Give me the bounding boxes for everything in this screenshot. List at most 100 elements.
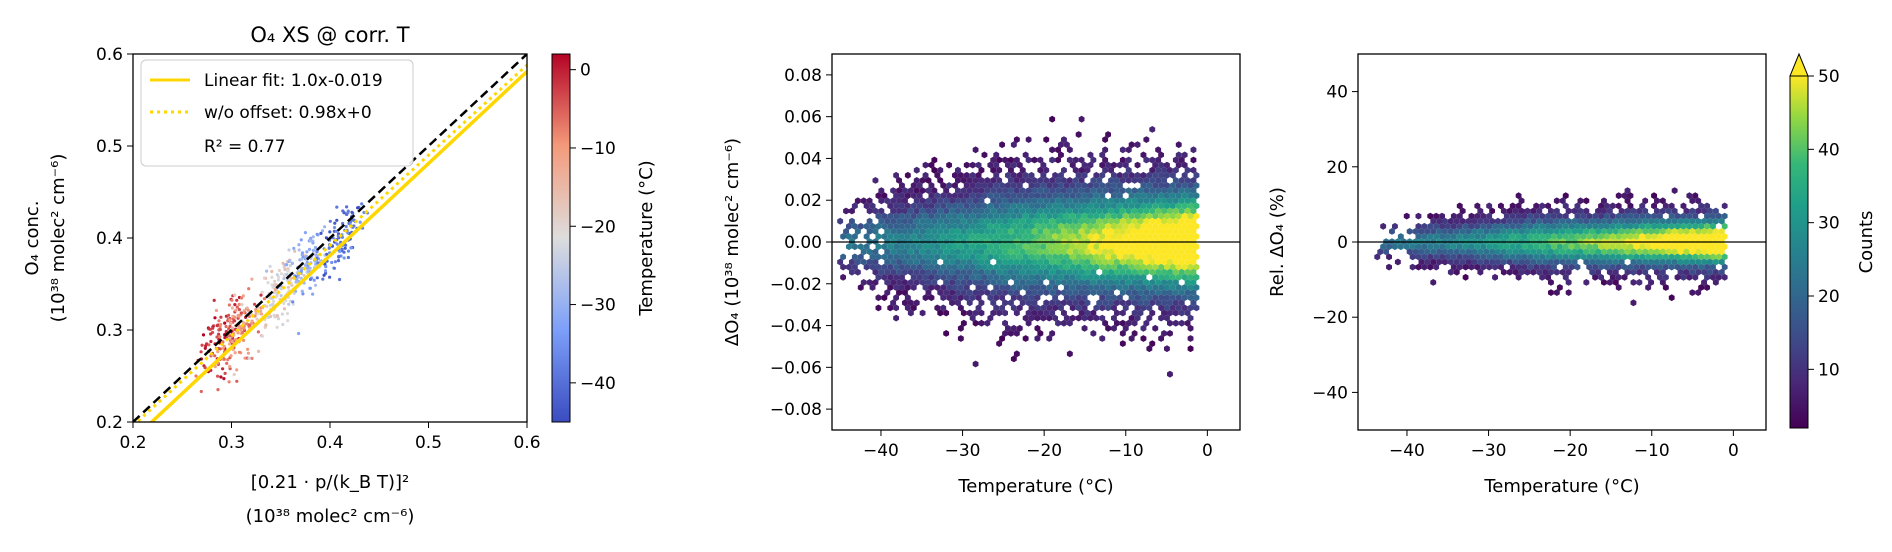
hexbin-cell bbox=[931, 248, 938, 256]
hexbin-cell bbox=[1462, 233, 1469, 240]
hexbin-cell bbox=[1069, 161, 1076, 169]
hexbin-cell bbox=[1058, 222, 1064, 230]
scatter-ytick-label: 0.5 bbox=[96, 137, 123, 157]
hexbin-cell bbox=[1140, 192, 1147, 200]
hexbin-cell bbox=[919, 309, 926, 317]
scatter-point bbox=[315, 276, 319, 280]
hexbin-cell bbox=[872, 177, 879, 184]
hexbin-cell bbox=[1571, 207, 1578, 215]
hexbin-cell bbox=[1193, 212, 1200, 220]
hexbin-cell bbox=[937, 166, 944, 174]
hexbin-cell bbox=[896, 279, 902, 286]
scatter-points bbox=[194, 202, 370, 394]
hexbin-cell bbox=[1116, 222, 1123, 230]
hexbin-cell bbox=[1090, 268, 1097, 276]
hexbin-cell bbox=[1662, 263, 1669, 271]
hexbin-cell bbox=[1013, 350, 1020, 358]
hexbin-cell bbox=[1099, 182, 1106, 189]
hexbin-cell bbox=[1066, 197, 1073, 205]
scatter-point bbox=[342, 256, 346, 260]
hexbin-cell bbox=[1058, 141, 1064, 149]
hexbin-cell bbox=[978, 187, 985, 194]
hexbin-cell bbox=[1096, 228, 1103, 235]
hexbin-cell bbox=[1016, 243, 1023, 251]
hexbin-cell bbox=[943, 289, 950, 296]
hexbin-cell bbox=[1677, 228, 1684, 235]
hexbin-cell bbox=[1175, 192, 1182, 200]
hexbin-cell bbox=[1181, 284, 1188, 291]
hexbin-cell bbox=[1548, 207, 1554, 215]
hexbin-cell bbox=[1025, 136, 1032, 143]
hexbin-cell bbox=[1078, 279, 1085, 286]
hexbin-cell bbox=[1577, 228, 1584, 235]
hexbin-cell bbox=[1436, 248, 1442, 256]
hexbin-cell bbox=[949, 207, 955, 215]
hexbin-cell bbox=[946, 294, 952, 302]
hexbin-cell bbox=[1052, 294, 1058, 302]
hexbin-cell bbox=[1146, 304, 1153, 312]
hexbin-cell bbox=[1518, 217, 1525, 225]
hexbin-cell bbox=[1008, 166, 1014, 174]
hexbin-cell bbox=[1506, 217, 1513, 225]
scatter-point bbox=[282, 301, 286, 305]
hexbin-cell bbox=[1146, 294, 1153, 302]
hexbin-cell bbox=[1480, 233, 1487, 240]
hexbin-cell bbox=[955, 166, 961, 174]
hexbin-cell bbox=[963, 171, 970, 179]
scatter-point bbox=[254, 307, 258, 311]
hexbin-cell bbox=[1061, 309, 1067, 317]
hexbin-cell bbox=[1559, 197, 1566, 205]
hexbin-cell bbox=[907, 299, 914, 307]
hexbin-cell bbox=[1456, 202, 1463, 210]
hexbin-cell bbox=[1553, 228, 1560, 235]
hexbin-cell bbox=[1158, 335, 1164, 342]
hexbin-cell bbox=[972, 217, 979, 225]
scatter-point bbox=[240, 303, 244, 307]
hexbin-cell bbox=[963, 192, 970, 200]
hexbin-cell bbox=[1087, 284, 1094, 291]
hexbin-cell bbox=[1116, 294, 1123, 302]
hexbin-cell bbox=[1580, 233, 1587, 240]
hexbin-cell bbox=[1078, 248, 1085, 256]
hexbin-cell bbox=[984, 268, 991, 276]
hexbin-cell bbox=[1677, 268, 1684, 276]
hexbin-cell bbox=[957, 192, 964, 200]
hexbin-cell bbox=[1114, 299, 1120, 307]
hexbin-cell bbox=[884, 197, 891, 205]
hexbin-cell bbox=[1031, 228, 1038, 235]
hexbin-cell bbox=[1146, 233, 1153, 240]
hexbin-cell bbox=[1686, 273, 1693, 281]
hexbin-cell bbox=[1389, 228, 1395, 235]
hexbin-cell bbox=[972, 207, 979, 215]
hexbin-cell bbox=[1010, 192, 1017, 200]
hexbin-cell bbox=[1022, 192, 1029, 200]
hexbin-cell bbox=[896, 177, 902, 184]
scatter-point bbox=[281, 322, 285, 327]
hexbin-cell bbox=[1181, 151, 1188, 159]
hexbin-cell bbox=[934, 192, 941, 200]
hexbin-cell bbox=[893, 243, 899, 251]
hexbin-cell bbox=[1152, 192, 1159, 200]
hexbin-cell bbox=[1131, 217, 1138, 225]
hexbin-cell bbox=[1536, 258, 1543, 266]
hexbin-cell bbox=[1503, 233, 1510, 240]
hexbin-cell bbox=[878, 217, 885, 225]
hexbin-cell bbox=[1615, 212, 1622, 220]
scatter-point bbox=[217, 319, 221, 323]
hexbin-cell bbox=[1615, 222, 1622, 230]
scatter-point bbox=[319, 231, 323, 235]
hexbin-cell bbox=[1184, 279, 1191, 286]
hexbin-cell bbox=[1119, 156, 1126, 164]
hexbin-cell bbox=[999, 212, 1005, 220]
hexbin-cell bbox=[1447, 228, 1454, 235]
hexbin-cell bbox=[1178, 258, 1185, 266]
hexbin-cell bbox=[1102, 217, 1109, 225]
hexbin-cell bbox=[1075, 273, 1082, 281]
hexbin-cell bbox=[1052, 202, 1058, 210]
hexbin-cell bbox=[1119, 319, 1126, 327]
hexbin-cell bbox=[840, 263, 846, 271]
hexbin-cell bbox=[1122, 304, 1129, 312]
hexbin-cell bbox=[875, 233, 882, 240]
hexbin-cell bbox=[904, 171, 911, 179]
hexbin-cell bbox=[1506, 258, 1513, 266]
